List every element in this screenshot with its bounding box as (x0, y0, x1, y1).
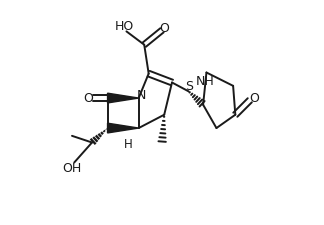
Polygon shape (108, 93, 139, 103)
Text: O: O (159, 22, 169, 35)
Text: O: O (84, 92, 94, 105)
Text: H: H (124, 138, 133, 151)
Text: N: N (137, 89, 146, 102)
Text: OH: OH (63, 162, 82, 175)
Text: HO: HO (115, 20, 134, 34)
Text: S: S (185, 80, 193, 93)
Text: NH: NH (196, 75, 215, 88)
Polygon shape (108, 123, 139, 133)
Text: O: O (249, 92, 259, 105)
